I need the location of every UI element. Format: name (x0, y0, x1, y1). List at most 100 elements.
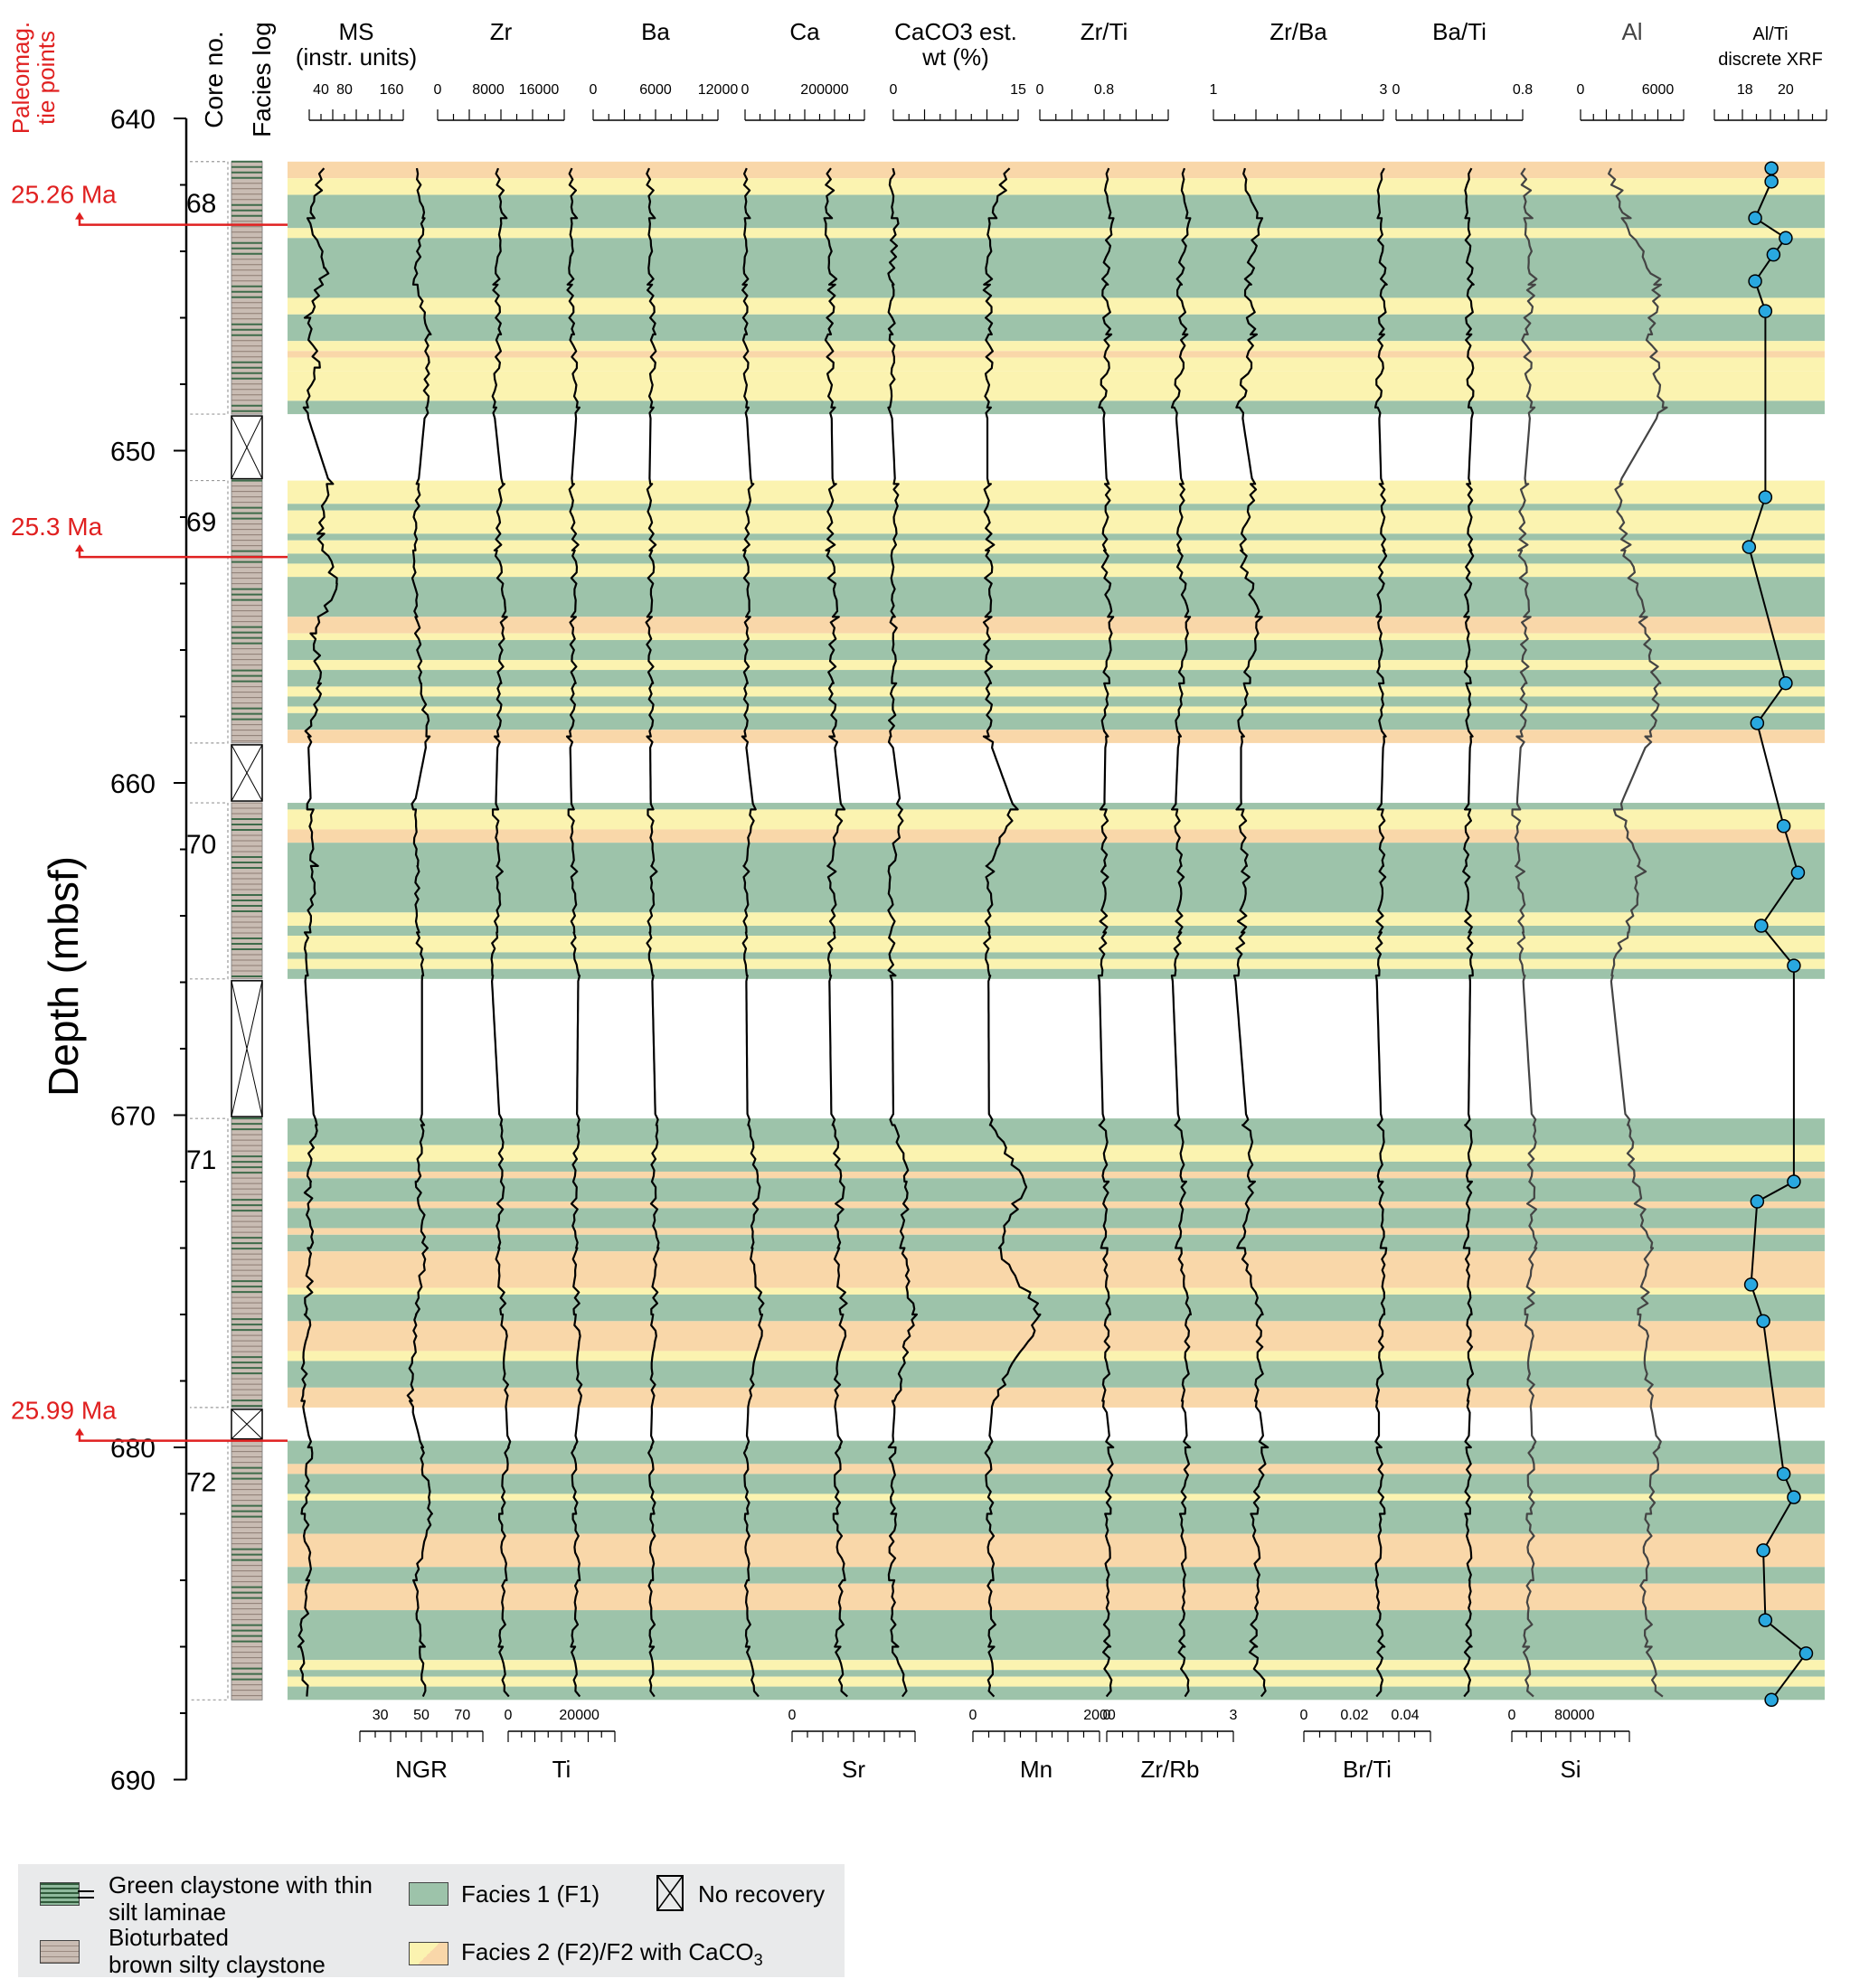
core-bracket (190, 1117, 229, 1409)
track-title-AlTi: discrete XRF (1718, 50, 1823, 70)
alti-point (1748, 274, 1762, 288)
tie-point-line (78, 217, 288, 226)
depth-tick-label: 680 (110, 1434, 156, 1464)
facies-band (288, 1251, 1825, 1288)
legend-swatch-bioturbated (40, 1940, 80, 1964)
series-Mn (982, 167, 1042, 1698)
track-title-CaCO3: CaCO3 est. (894, 18, 1017, 45)
core-label: 70 (186, 830, 216, 860)
alti-point (1787, 1174, 1801, 1189)
track-title-CaCO3: wt (%) (921, 43, 989, 71)
alti-point (1790, 865, 1806, 880)
facies-band (288, 1145, 1825, 1162)
tie-point-line (78, 1433, 288, 1442)
facies-band (288, 1474, 1825, 1494)
track-tick-label-Si: 0 (1508, 1708, 1516, 1723)
series-ZrBa (1232, 167, 1270, 1698)
track-tick-label-Mn: 0 (969, 1708, 977, 1723)
facies-band (288, 1660, 1825, 1671)
alti-point (1756, 1543, 1770, 1558)
facies-band (288, 1208, 1825, 1229)
facies-band (288, 228, 1825, 239)
facies-band (288, 1287, 1825, 1295)
facies-band (288, 1500, 1825, 1534)
facies-band (288, 696, 1825, 707)
facies-band (288, 1294, 1825, 1322)
facies-band (288, 1234, 1825, 1252)
track-tick-label-Ca: 0 (741, 82, 750, 98)
core-label: 68 (186, 189, 216, 219)
track-tick-label-BrTi: 0.02 (1340, 1708, 1368, 1723)
track-tick-label-Ca: 200000 (800, 82, 848, 98)
series-NGR (406, 167, 433, 1698)
facies-band (288, 1387, 1825, 1408)
track-tick-label-Ba: 6000 (639, 82, 672, 98)
track-tick-label-Zr: 16000 (519, 82, 560, 98)
facies-band (288, 1533, 1825, 1568)
track-title-Al: Al (1621, 18, 1642, 45)
track-title-Sr: Sr (842, 1756, 865, 1783)
core-column: 68 69 70 71 72 (186, 160, 263, 1701)
series-BrTi (1462, 167, 1475, 1698)
facies-band (288, 400, 1825, 415)
depth-tick-label: 650 (110, 438, 156, 467)
facies-band (288, 926, 1825, 937)
alti-point (1776, 819, 1791, 834)
legend-facies1: Facies 1 (F1) (461, 1880, 600, 1908)
series-ZrRb (1170, 167, 1192, 1698)
facies-band (288, 553, 1825, 564)
facies-band (288, 540, 1825, 554)
alti-point (1766, 247, 1781, 262)
facies-band (288, 297, 1825, 315)
core-label: 71 (186, 1145, 216, 1175)
track-tick-label-AlTi: 18 (1737, 82, 1753, 98)
series-Si (1511, 167, 1538, 1698)
depth-tick-label: 670 (110, 1102, 156, 1132)
track-tick-label-ZrBa: 1 (1210, 82, 1218, 98)
facies-band (288, 1321, 1825, 1352)
track-tick-label-Ti: 20000 (559, 1708, 599, 1723)
alti-point (1764, 1692, 1779, 1708)
facies-band (288, 1171, 1825, 1179)
facies-band (288, 1351, 1825, 1361)
series-CaCO3 (887, 167, 918, 1698)
facies-band (288, 1583, 1825, 1611)
facies-band (288, 730, 1825, 743)
tie-point-line (78, 550, 288, 559)
tie-points: 25.26 Ma 25.3 Ma 25.99 Ma (11, 181, 288, 1442)
track-tick-label-Al: 6000 (1642, 82, 1675, 98)
track-tick-label-Ti: 0 (505, 1708, 513, 1723)
track-title-BaTi: Ba/Ti (1432, 18, 1487, 45)
alti-point (1764, 174, 1779, 189)
facies-bands (288, 161, 1825, 1701)
track-tick-label-MS: 80 (336, 82, 353, 98)
depth-tick-label: 690 (110, 1767, 156, 1796)
facies-band (288, 912, 1825, 927)
core-label: 72 (186, 1468, 216, 1498)
facies-band (288, 1464, 1825, 1475)
facies-band (288, 968, 1825, 979)
facies-band (288, 936, 1825, 953)
track-title-Mn: Mn (1020, 1756, 1052, 1783)
core-label: 69 (186, 508, 216, 538)
track-title-BrTi: Br/Ti (1343, 1756, 1392, 1783)
facies-band (288, 1493, 1825, 1501)
facies-band (288, 1440, 1825, 1465)
facies-band (288, 1118, 1825, 1145)
track-tick-label-NGR: 30 (373, 1708, 389, 1723)
core-bracket (190, 479, 229, 744)
track-tick-label-Zr: 0 (434, 82, 442, 98)
alti-point (1758, 490, 1773, 504)
alti-point (1776, 1466, 1791, 1482)
series-Sr (823, 167, 848, 1698)
track-tick-label-ZrTi: 0.8 (1094, 82, 1114, 98)
facies-band (288, 660, 1825, 671)
facies-band (288, 178, 1825, 195)
facies-log-core (231, 161, 263, 415)
facies-band (288, 1178, 1825, 1202)
track-title-Ba: Ba (641, 18, 670, 45)
series-Ba (645, 167, 660, 1698)
alti-point (1758, 304, 1773, 318)
facies-band (288, 706, 1825, 713)
